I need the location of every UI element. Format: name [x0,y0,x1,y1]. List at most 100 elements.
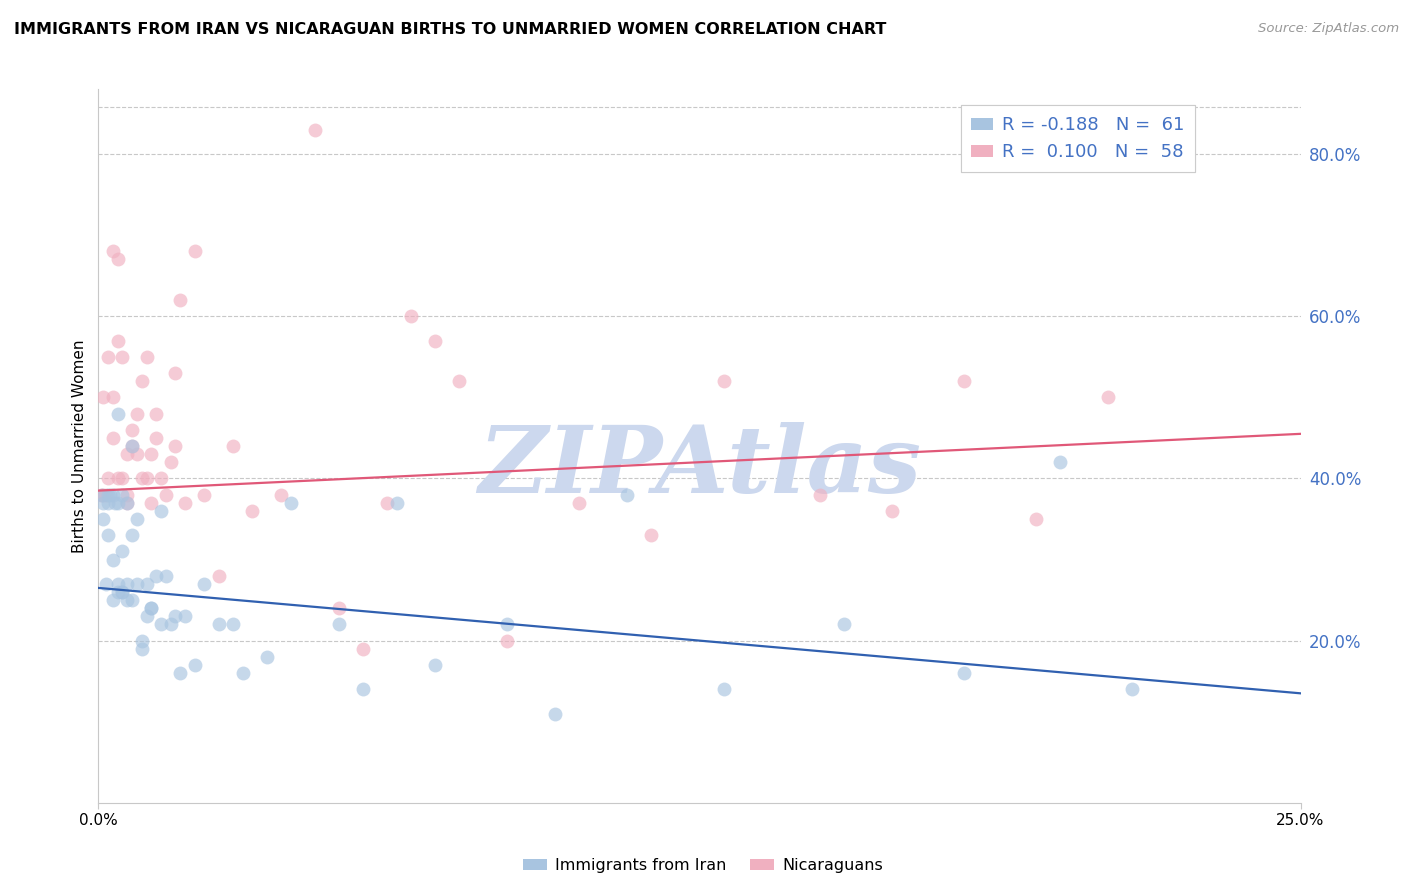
Point [100,488,122,502]
Point [117,496,139,510]
Point [125,512,148,526]
Point [399,310,422,324]
Point [94,577,117,591]
Point [496,617,519,632]
Point [447,374,470,388]
Point [131,471,153,485]
Point [616,488,638,502]
Point [193,577,215,591]
Point [1025,512,1047,526]
Point [352,641,374,656]
Point [125,447,148,461]
Point [117,593,139,607]
Point [208,568,231,582]
Point [121,439,143,453]
Point [135,471,157,485]
Point [111,585,134,599]
Point [496,633,519,648]
Point [91,488,114,502]
Point [121,439,143,453]
Point [107,252,129,267]
Point [165,366,187,380]
Point [183,244,205,259]
Point [568,496,591,510]
Point [107,334,129,348]
Point [117,577,139,591]
Point [125,407,148,421]
Point [280,496,302,510]
Point [107,407,129,421]
Text: Source: ZipAtlas.com: Source: ZipAtlas.com [1258,22,1399,36]
Point [145,407,167,421]
Point [111,585,134,599]
Point [375,496,398,510]
Point [104,496,127,510]
Point [131,633,153,648]
Point [808,488,831,502]
Y-axis label: Births to Unmarried Women: Births to Unmarried Women [72,339,87,553]
Point [111,488,134,502]
Point [240,504,263,518]
Point [101,552,124,566]
Point [91,488,114,502]
Text: ZIPAtlas: ZIPAtlas [478,423,921,512]
Point [1097,390,1119,404]
Point [159,617,181,632]
Point [90,488,112,502]
Point [145,568,167,582]
Point [101,390,124,404]
Point [149,471,172,485]
Point [174,609,197,624]
Point [544,706,567,721]
Point [121,528,143,542]
Point [159,455,181,469]
Point [169,666,191,681]
Point [135,609,157,624]
Point [141,496,163,510]
Point [953,666,976,681]
Point [953,374,976,388]
Point [222,617,245,632]
Point [91,512,114,526]
Point [101,244,124,259]
Point [135,350,157,364]
Point [1049,455,1071,469]
Point [111,471,134,485]
Point [111,350,134,364]
Point [107,585,129,599]
Point [97,528,120,542]
Point [117,488,139,502]
Point [121,593,143,607]
Point [149,504,172,518]
Point [713,374,735,388]
Point [135,577,157,591]
Point [183,657,205,672]
Point [208,617,231,632]
Point [423,657,446,672]
Point [256,649,278,664]
Point [145,431,167,445]
Point [232,666,254,681]
Point [111,544,134,558]
Point [117,447,139,461]
Point [270,488,292,502]
Point [880,504,903,518]
Point [1121,682,1143,697]
Point [107,496,129,510]
Point [832,617,855,632]
Point [94,488,117,502]
Point [91,390,114,404]
Point [101,593,124,607]
Point [640,528,662,542]
Point [174,496,197,510]
Point [107,577,129,591]
Point [385,496,408,510]
Point [149,617,172,632]
Point [193,488,215,502]
Point [165,439,187,453]
Point [352,682,374,697]
Point [141,601,163,615]
Point [713,682,735,697]
Point [91,496,114,510]
Point [125,577,148,591]
